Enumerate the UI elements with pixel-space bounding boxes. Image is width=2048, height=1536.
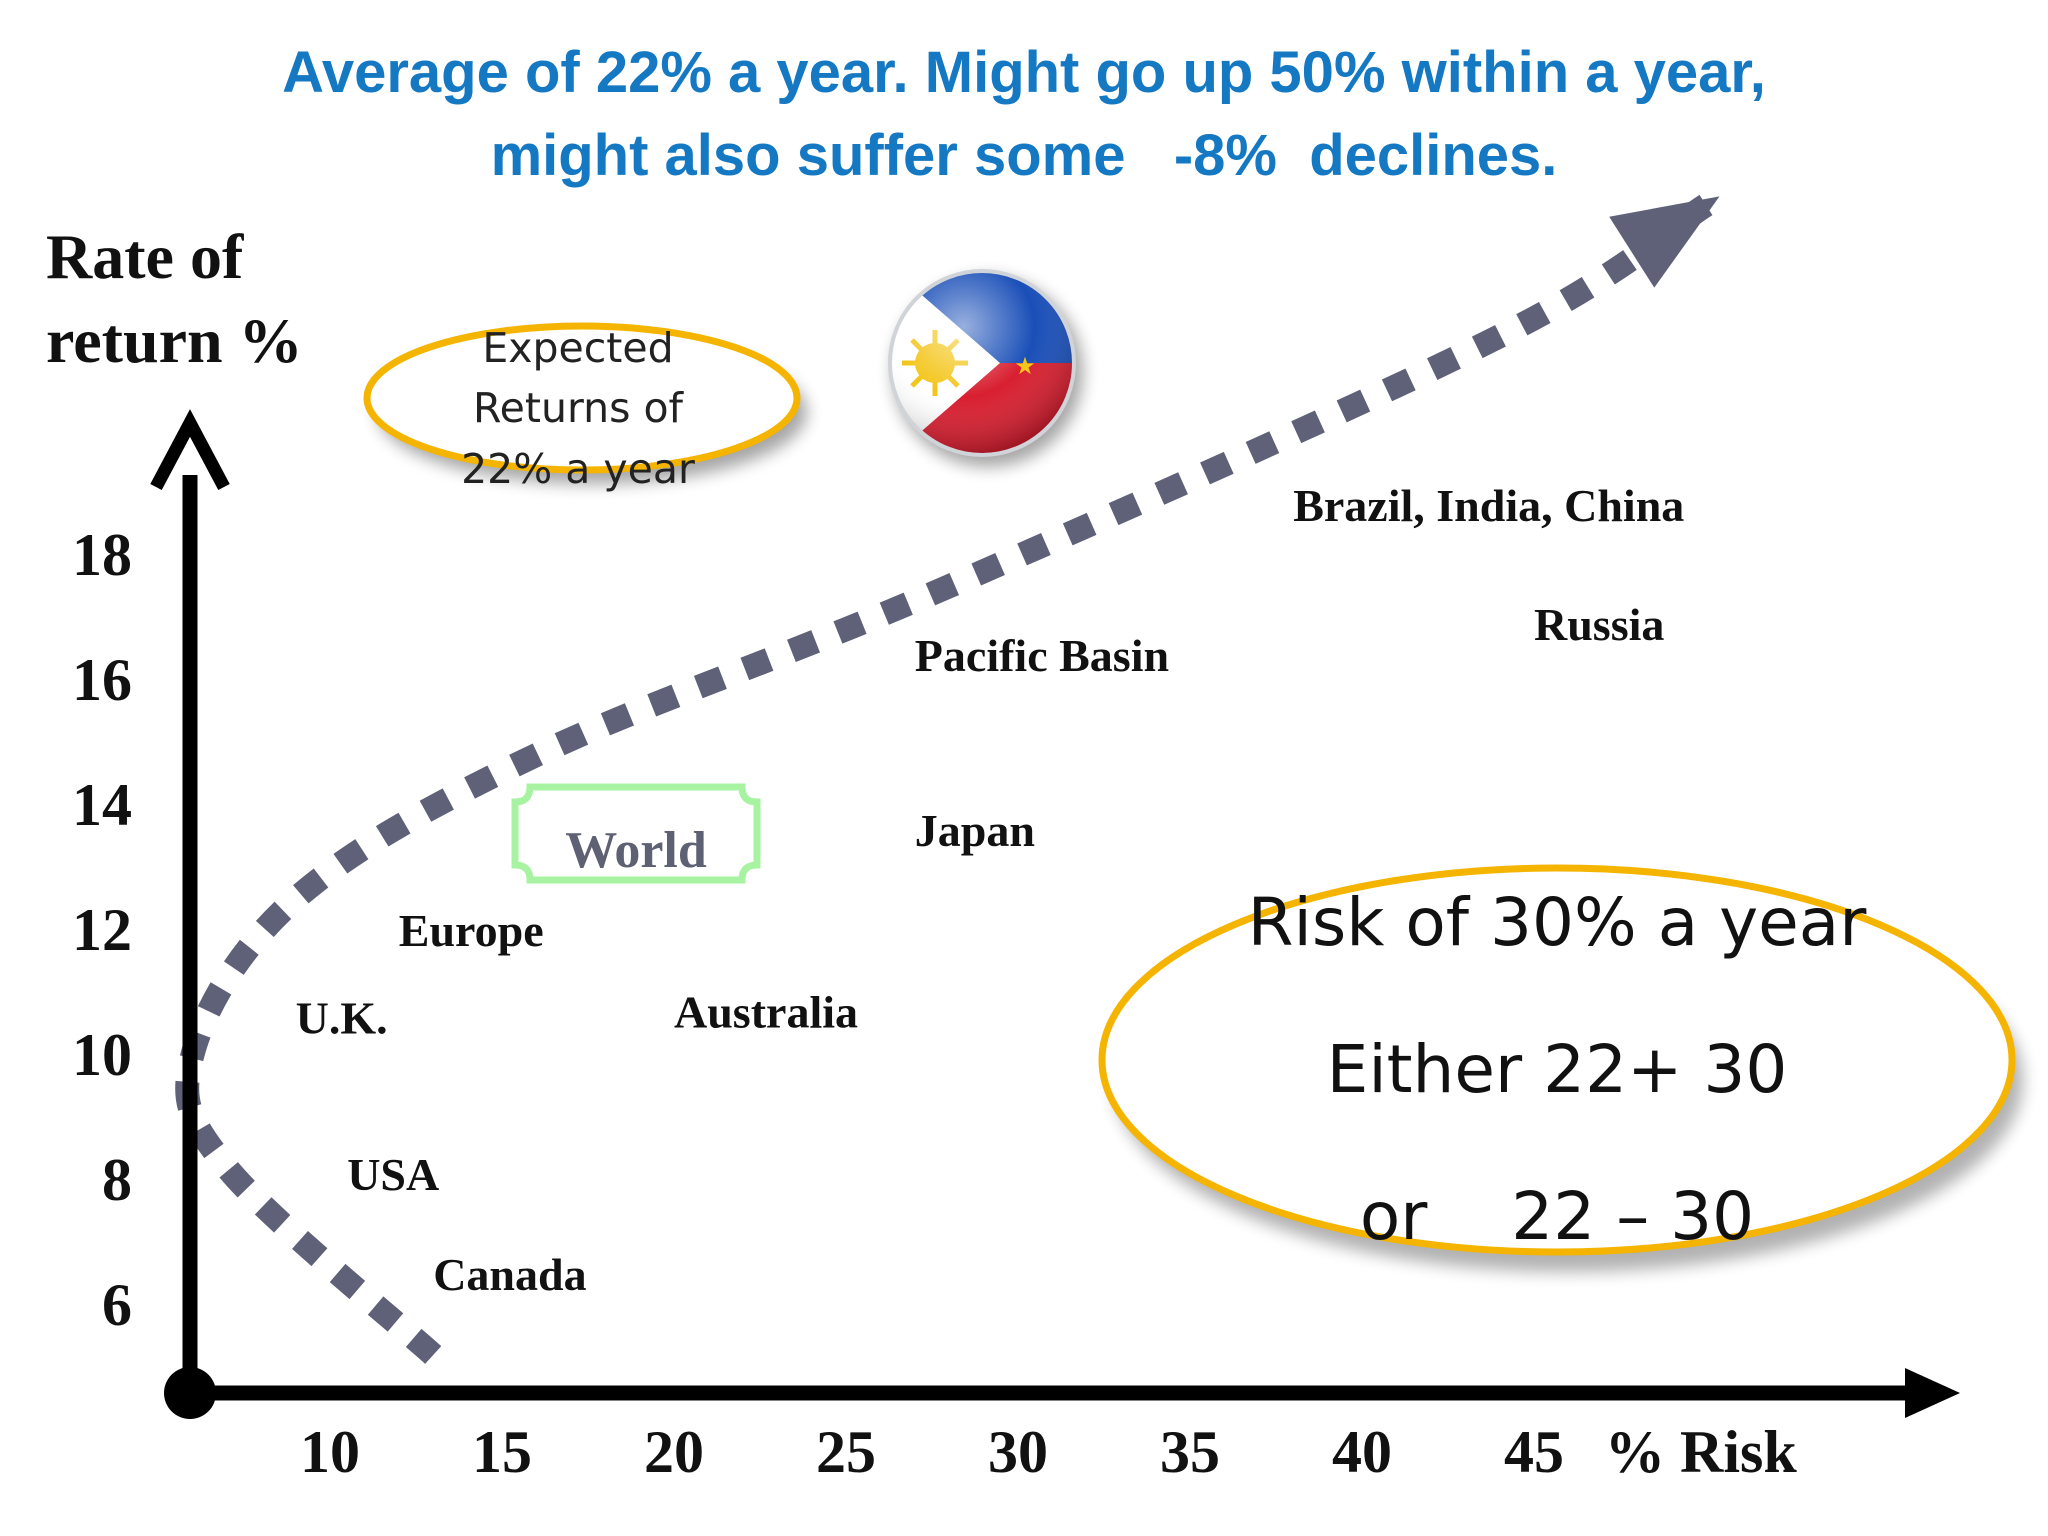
expected-returns-line-2: Returns of	[473, 384, 685, 432]
country-label-russia: Russia	[1534, 599, 1664, 650]
expected-returns-line-1: Expected	[482, 324, 673, 372]
x-tick-label: 20	[644, 1419, 704, 1485]
country-label-world: World	[565, 822, 707, 879]
world-label-box	[511, 783, 761, 884]
y-tick-label: 14	[72, 772, 132, 838]
risk-line-3: or 22 – 30	[1360, 1178, 1754, 1255]
expected-returns-line-3: 22% a year	[461, 445, 695, 493]
country-label-canada: Canada	[433, 1249, 586, 1300]
x-tick-label: 10	[300, 1419, 360, 1485]
chart-title-line-2: might also suffer some -8% declines.	[491, 123, 1558, 188]
y-axis-title-line-2: return %	[46, 305, 303, 376]
country-labels: Canada USA U.K.Europe World Australia Japan Pa…	[296, 480, 1685, 1300]
country-label-u-k: U.K.	[296, 993, 388, 1044]
y-axis-arrowhead	[150, 409, 230, 491]
trend-arrowhead	[1609, 196, 1720, 288]
x-tick-labels: 10 15 20 25 30 35 40 45	[300, 1419, 1564, 1485]
y-tick-label: 10	[72, 1022, 132, 1088]
y-tick-label: 8	[102, 1147, 132, 1213]
x-tick-label: 40	[1332, 1419, 1392, 1485]
axis-origin-dot	[164, 1367, 216, 1419]
y-tick-label: 6	[102, 1272, 132, 1338]
x-tick-label: 25	[816, 1419, 876, 1485]
x-tick-label: 30	[988, 1419, 1048, 1485]
svg-text:★: ★	[889, 285, 903, 304]
risk-line-1: Risk of 30% a year	[1248, 884, 1868, 961]
svg-text:★: ★	[889, 422, 903, 441]
x-tick-label: 45	[1504, 1419, 1564, 1485]
x-tick-label: 15	[472, 1419, 532, 1485]
x-tick-label: 35	[1160, 1419, 1220, 1485]
expected-returns-callout: Expected Returns of 22% a year	[363, 322, 807, 493]
y-tick-label: 16	[72, 647, 132, 713]
country-label-europe: Europe	[399, 905, 544, 956]
y-tick-labels: 6 8 10 12 14 16 18	[72, 522, 132, 1338]
risk-line-2: Either 22+ 30	[1327, 1031, 1788, 1108]
country-label-japan: Japan	[915, 805, 1035, 856]
country-label-australia: Australia	[674, 986, 858, 1037]
trend-arrow	[175, 194, 1720, 1364]
country-label-usa: USA	[347, 1149, 439, 1200]
expected-returns-ellipse	[363, 322, 801, 474]
country-label-brazil-india-china: Brazil, India, China	[1293, 480, 1684, 531]
x-axis-title: % Risk	[1605, 1419, 1797, 1485]
trend-arrow-dotted-curve	[175, 194, 1713, 1364]
risk-callout: Risk of 30% a year Either 22+ 30 or 22 –…	[1098, 864, 2023, 1272]
y-tick-label: 18	[72, 522, 132, 588]
philippines-flag-badge-icon: ★ ★ ★	[888, 269, 1083, 467]
country-label-pacific-basin: Pacific Basin	[915, 630, 1169, 681]
risk-ellipse	[1098, 864, 2016, 1256]
x-axis-arrowhead	[1905, 1368, 1960, 1418]
y-axis-title-line-1: Rate of	[46, 221, 244, 292]
chart-title-line-1: Average of 22% a year. Might go up 50% w…	[282, 40, 1766, 105]
axes	[150, 409, 1960, 1419]
y-tick-label: 12	[72, 897, 132, 963]
